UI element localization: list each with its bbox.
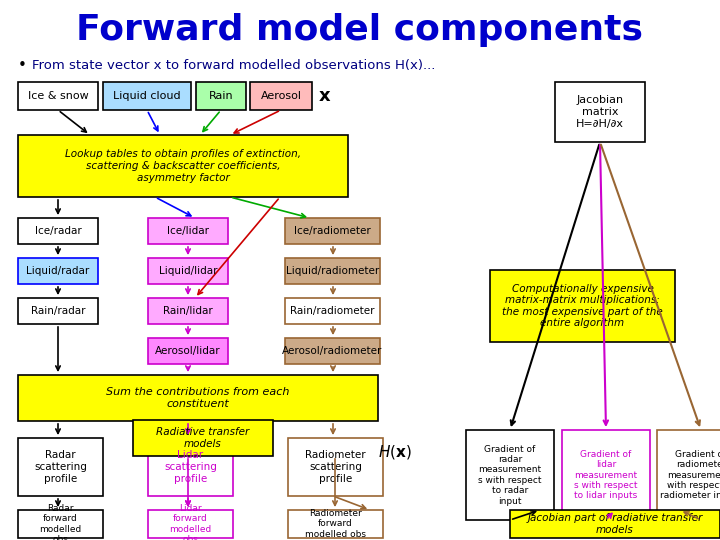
Bar bbox=[18, 438, 103, 496]
Bar bbox=[288, 438, 383, 496]
Bar bbox=[148, 338, 228, 364]
Text: Ice/radar: Ice/radar bbox=[35, 226, 81, 236]
Text: Liquid/radar: Liquid/radar bbox=[27, 266, 89, 276]
Text: •: • bbox=[18, 57, 27, 72]
Bar bbox=[148, 438, 233, 496]
Text: Rain/radar: Rain/radar bbox=[31, 306, 85, 316]
Bar bbox=[285, 258, 380, 284]
Text: Liquid cloud: Liquid cloud bbox=[113, 91, 181, 101]
Text: Jacobian
matrix
H=∂H/∂x: Jacobian matrix H=∂H/∂x bbox=[576, 96, 624, 129]
Text: x: x bbox=[319, 87, 330, 105]
Text: Ice & snow: Ice & snow bbox=[27, 91, 89, 101]
Bar bbox=[288, 510, 383, 538]
Bar bbox=[18, 298, 98, 324]
Bar bbox=[285, 218, 380, 244]
Text: Radiometer
forward
modelled obs: Radiometer forward modelled obs bbox=[305, 509, 366, 539]
Bar bbox=[18, 258, 98, 284]
Text: Lidar
scattering
profile: Lidar scattering profile bbox=[164, 450, 217, 484]
Text: Ice/lidar: Ice/lidar bbox=[167, 226, 209, 236]
Text: Sum the contributions from each
constituent: Sum the contributions from each constitu… bbox=[107, 387, 289, 409]
Bar bbox=[466, 430, 554, 520]
Text: Jacobian part of radiative transfer
models: Jacobian part of radiative transfer mode… bbox=[527, 513, 703, 535]
Bar bbox=[18, 82, 98, 110]
Text: $H(\mathbf{x})$: $H(\mathbf{x})$ bbox=[378, 443, 412, 461]
Bar bbox=[285, 298, 380, 324]
Bar bbox=[490, 270, 675, 342]
Text: Lidar
forward
modelled
obs: Lidar forward modelled obs bbox=[169, 504, 212, 540]
Text: Gradient of
radar
measurement
s with respect
to radar
input: Gradient of radar measurement s with res… bbox=[478, 444, 541, 505]
Bar bbox=[148, 510, 233, 538]
Text: Lookup tables to obtain profiles of extinction,
scattering & backscatter coeffic: Lookup tables to obtain profiles of exti… bbox=[65, 150, 301, 183]
Text: Liquid/lidar: Liquid/lidar bbox=[158, 266, 217, 276]
Bar bbox=[196, 82, 246, 110]
Bar bbox=[18, 375, 378, 421]
Text: From state vector x to forward modelled observations H(x)...: From state vector x to forward modelled … bbox=[32, 58, 436, 71]
Text: Rain/radiometer: Rain/radiometer bbox=[290, 306, 374, 316]
Bar bbox=[18, 510, 103, 538]
Bar bbox=[657, 430, 720, 520]
Text: Rain: Rain bbox=[209, 91, 233, 101]
Text: Gradient of
lidar
measurement
s with respect
to lidar inputs: Gradient of lidar measurement s with res… bbox=[575, 450, 638, 500]
Text: Forward model components: Forward model components bbox=[76, 13, 644, 47]
Bar bbox=[18, 218, 98, 244]
Text: Radar
forward
modelled
obs: Radar forward modelled obs bbox=[40, 504, 81, 540]
Text: Rain/lidar: Rain/lidar bbox=[163, 306, 213, 316]
Bar bbox=[285, 338, 380, 364]
Text: Liquid/radiometer: Liquid/radiometer bbox=[286, 266, 379, 276]
Text: Radar
scattering
profile: Radar scattering profile bbox=[34, 450, 87, 484]
Text: Aerosol: Aerosol bbox=[261, 91, 302, 101]
Text: Aerosol/lidar: Aerosol/lidar bbox=[156, 346, 221, 356]
Bar bbox=[148, 298, 228, 324]
Bar bbox=[250, 82, 312, 110]
Text: Ice/radiometer: Ice/radiometer bbox=[294, 226, 371, 236]
Text: Radiative transfer
models: Radiative transfer models bbox=[156, 427, 250, 449]
Text: Gradient of
radiometer
measurements
with respect to
radiometer inputs: Gradient of radiometer measurements with… bbox=[660, 450, 720, 500]
Text: Radiometer
scattering
profile: Radiometer scattering profile bbox=[305, 450, 366, 484]
Bar bbox=[103, 82, 191, 110]
Bar bbox=[555, 82, 645, 142]
Bar bbox=[18, 135, 348, 197]
Bar bbox=[148, 218, 228, 244]
Text: Aerosol/radiometer: Aerosol/radiometer bbox=[282, 346, 383, 356]
Bar bbox=[133, 420, 273, 456]
Bar bbox=[562, 430, 650, 520]
Bar bbox=[148, 258, 228, 284]
Bar bbox=[510, 510, 720, 538]
Text: Computationally expensive
matrix-matrix multiplications:
the most expensive part: Computationally expensive matrix-matrix … bbox=[502, 284, 663, 328]
